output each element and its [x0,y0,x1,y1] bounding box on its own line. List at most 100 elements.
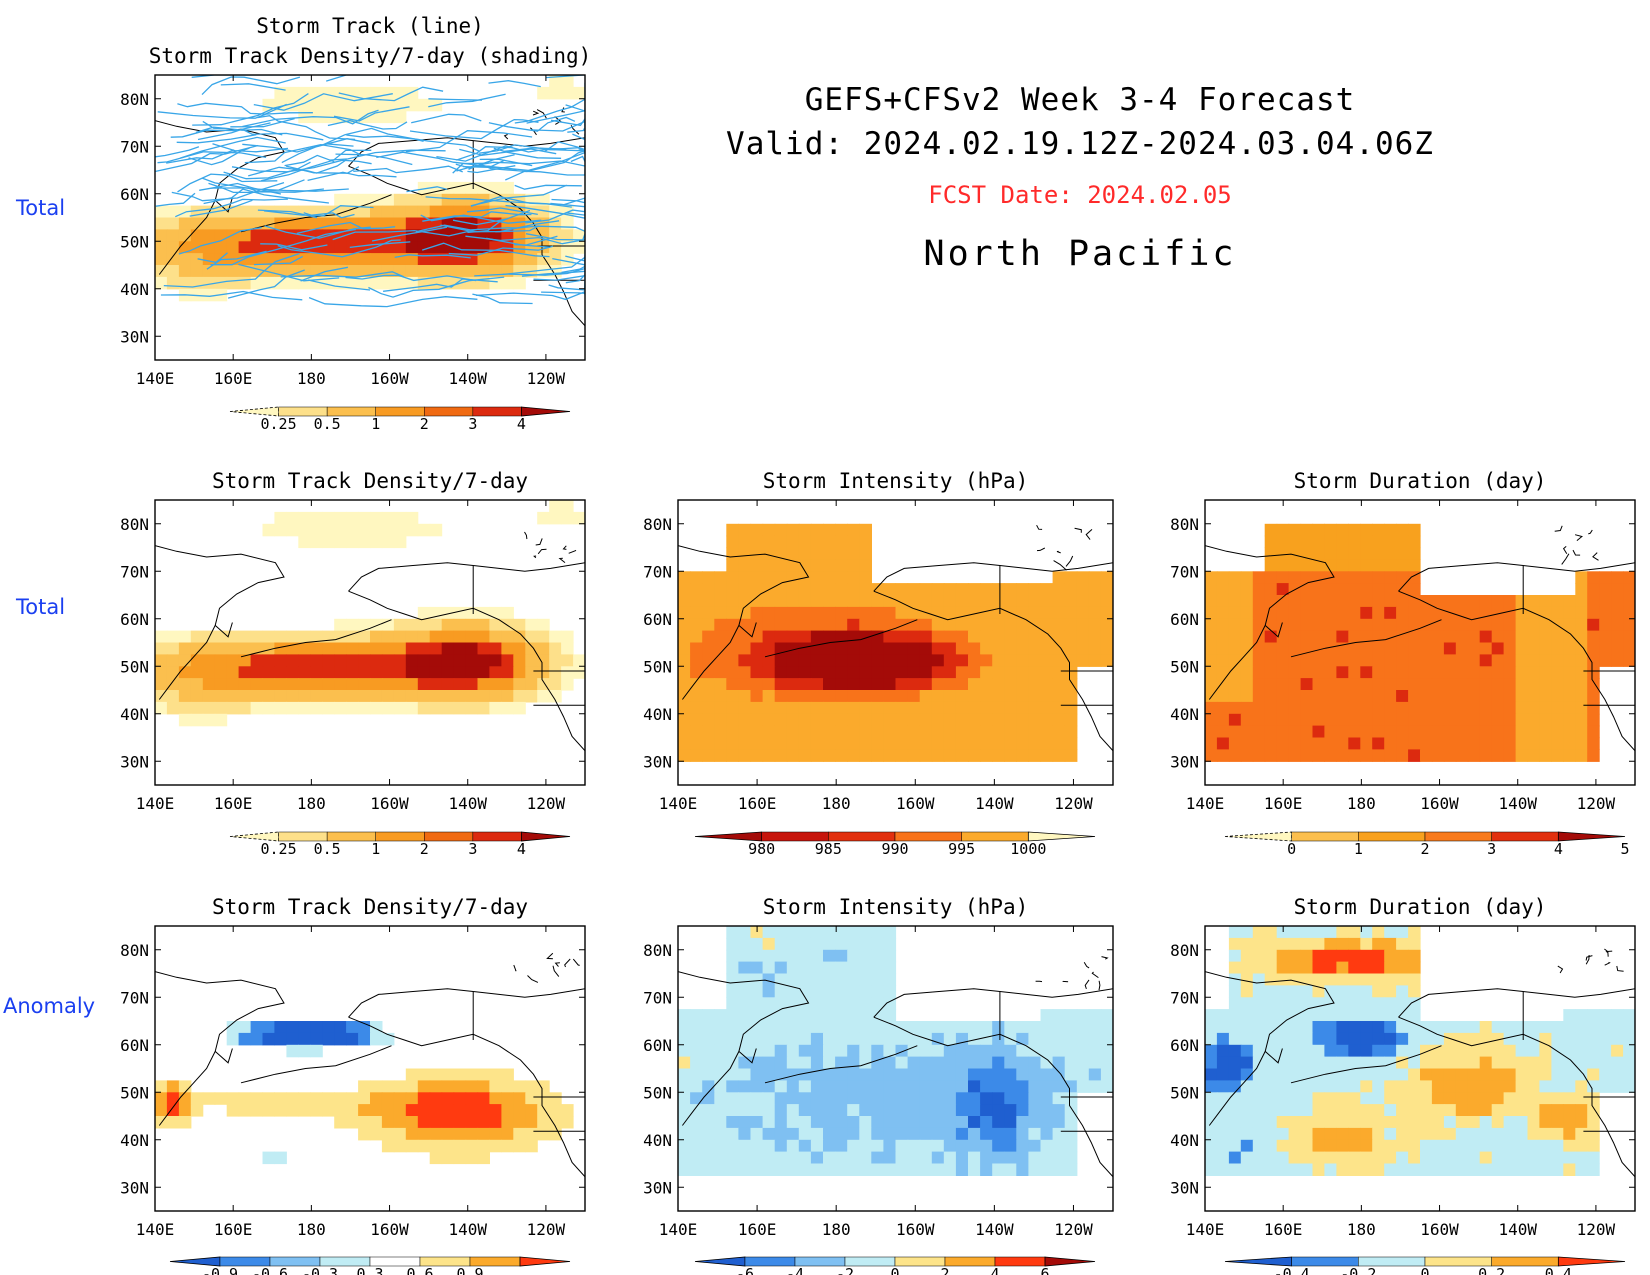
field-cell [835,559,848,572]
field-cell [992,1116,1005,1129]
field-cell [322,690,335,703]
field-cell [810,1044,824,1058]
field-cell [762,1151,776,1165]
field-cell [1252,997,1266,1010]
field-cell [1623,642,1635,655]
field-cell [810,701,824,715]
field-cell [1216,1080,1230,1093]
field-cell [214,642,228,655]
field-cell [1016,1032,1029,1046]
field-cell [549,511,562,525]
field-cell [1599,1080,1612,1093]
field-cell [1336,1021,1349,1034]
field-cell [1324,961,1337,975]
field-cell [1240,595,1254,608]
lat-tick-label: 30N [120,1178,149,1197]
field-cell [943,583,957,596]
storm-track-line [470,184,568,207]
field-cell [980,749,993,762]
field-cell [871,618,884,632]
field-cell [1563,1032,1576,1046]
storm-track-line [505,204,585,219]
field-cell [1064,595,1078,608]
colorbar-label: 0.2 [1478,1265,1505,1275]
field-cell [1016,749,1029,762]
field-cell [358,666,371,679]
field-cell [1563,666,1576,679]
field-cell [774,1092,788,1105]
field-cell [1016,1092,1029,1105]
field-cell [690,606,703,620]
field-cell [955,678,969,691]
field-cell [178,1116,192,1129]
field-cell [190,713,204,727]
field-cell [1300,1044,1314,1058]
field-cell [1052,1151,1066,1165]
field-cell [214,265,228,278]
field-cell [1016,642,1029,655]
field-cell [1016,1139,1029,1153]
field-cell [968,1068,981,1081]
field-cell [762,1021,776,1034]
storm-track-line [199,182,282,195]
field-cell [1348,737,1361,750]
field-cell [1288,725,1302,739]
field-cell [1372,1104,1385,1117]
field-cell [1527,1127,1540,1141]
field-cell [405,1139,419,1153]
lon-tick-label: 180 [1347,794,1376,813]
field-cell [1064,1163,1078,1176]
field-cell [1076,1021,1090,1034]
field-cell [477,701,490,715]
field-cell [262,701,275,715]
field-cell [835,725,848,739]
field-cell [1052,713,1066,727]
field-cell [968,583,981,596]
field-cell [1052,678,1066,691]
field-cell [346,523,359,537]
field-cell [1396,937,1409,951]
field-cell [690,1092,703,1105]
field-cell [429,1116,443,1129]
field-cell [714,737,727,750]
field-cell [738,1116,752,1129]
field-cell [678,1056,691,1070]
field-cell [1551,701,1564,715]
field-cell [786,961,800,975]
field-cell [1384,571,1397,584]
field-cell [907,654,921,667]
field-cell [1372,1080,1385,1093]
field-cell [786,973,800,986]
colorbar-segment [1224,831,1293,842]
field-cell [726,949,739,963]
field-cell [346,193,359,207]
field-cell [1324,737,1337,750]
field-cell [992,1163,1005,1176]
field-cell [1336,666,1349,679]
field-cell [1324,654,1337,667]
coastline [1065,555,1074,567]
field-cell [1396,1044,1409,1058]
field-cell [358,229,371,242]
field-cell [1004,1044,1017,1058]
field-cell [513,1139,526,1153]
field-cell [1336,595,1349,608]
field-cell [1016,583,1029,596]
field-cell [1539,654,1552,667]
field-cell [202,253,216,266]
field-cell [907,1127,921,1141]
field-cell [1076,595,1090,608]
field-cell [370,654,383,667]
field-cell [678,713,691,727]
field-cell [1288,1021,1302,1034]
field-cell [1228,1080,1242,1093]
field-cell [1004,1127,1017,1141]
field-cell [298,1044,311,1058]
field-cell [465,1139,479,1153]
coastline [527,975,539,983]
field-cell [847,678,860,691]
field-cell [931,654,945,667]
field-cell [1264,595,1278,608]
field-cell [1052,666,1066,679]
field-cell [1455,1151,1469,1165]
